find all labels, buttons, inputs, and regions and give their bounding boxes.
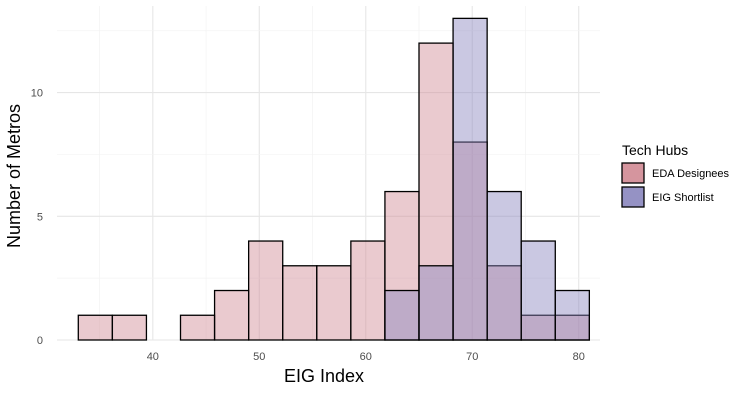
x-tick-label: 40	[147, 351, 159, 363]
x-tick-label: 70	[466, 351, 478, 363]
y-axis-ticks: 0 5 10	[31, 88, 43, 347]
legend-label: EIG Shortlist	[652, 192, 714, 204]
histogram-bar	[282, 265, 318, 341]
histogram-bar	[452, 17, 488, 341]
histogram-bar	[384, 289, 420, 341]
histogram-bar	[350, 240, 386, 341]
legend-items: EDA Designees EIG Shortlist	[621, 162, 730, 208]
x-tick-label: 80	[573, 351, 585, 363]
legend-title: Tech Hubs	[622, 142, 688, 158]
histogram-bar	[452, 141, 488, 341]
histogram-bar	[247, 240, 284, 341]
series-eda-designees	[77, 42, 591, 341]
histogram-bar	[486, 190, 522, 341]
histogram-bar	[111, 314, 148, 341]
legend-label: EDA Designees	[652, 168, 730, 180]
histogram-bar	[554, 314, 591, 341]
histogram-bar	[418, 265, 454, 341]
histogram-bar	[179, 314, 216, 341]
legend: Tech Hubs EDA Designees EIG Shortlist	[621, 142, 730, 208]
histogram-bar	[554, 289, 591, 341]
histogram-bar	[77, 314, 114, 341]
histogram-bar	[384, 190, 420, 341]
x-tick-label: 50	[253, 351, 265, 363]
x-axis-title: EIG Index	[284, 366, 364, 386]
grid-lines	[57, 6, 600, 341]
y-tick-label: 0	[37, 335, 43, 347]
y-tick-label: 5	[37, 211, 43, 223]
y-axis-title: Number of Metros	[4, 104, 24, 248]
histogram-bar	[520, 240, 556, 341]
histogram-bar	[213, 289, 250, 341]
series-eig-shortlist	[384, 17, 591, 341]
x-axis-ticks: 40 50 60 70 80	[147, 351, 585, 363]
legend-swatch	[621, 186, 645, 208]
y-tick-label: 10	[31, 88, 43, 100]
legend-swatch	[621, 162, 645, 184]
histogram-bar	[316, 265, 352, 341]
x-tick-label: 60	[360, 351, 372, 363]
histogram-bar	[486, 265, 522, 341]
histogram-bars	[77, 17, 591, 341]
histogram-bar	[418, 42, 454, 341]
